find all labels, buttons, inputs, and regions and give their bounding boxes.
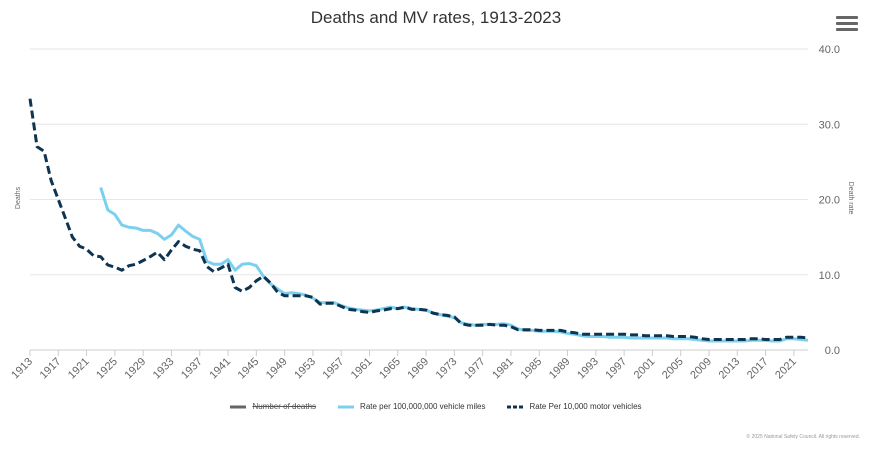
x-tick-label: 1953 [292, 356, 318, 382]
y-axis-left-label: Deaths [15, 186, 22, 209]
legend-item-number-of-deaths[interactable]: Number of deaths [230, 402, 316, 411]
y-tick-label: 30.0 [819, 119, 840, 131]
hamburger-icon-bar [836, 22, 858, 25]
legend-item-rate-per-motor-vehicles[interactable]: Rate Per 10,000 motor vehicles [507, 402, 642, 411]
chart-menu-button[interactable] [836, 16, 858, 34]
legend-label: Number of deaths [252, 402, 317, 411]
x-tick-label: 1913 [9, 356, 35, 382]
hamburger-icon-bar [836, 28, 858, 31]
x-tick-label: 2005 [660, 356, 686, 382]
chart-legend: Number of deaths Rate per 100,000,000 ve… [0, 402, 872, 411]
legend-symbol-solid-light-blue [338, 405, 355, 408]
x-tick-label: 1945 [236, 356, 262, 382]
x-tick-label: 1977 [462, 356, 488, 382]
legend-item-rate-per-vehicle-miles[interactable]: Rate per 100,000,000 vehicle miles [338, 402, 485, 411]
x-tick-label: 1969 [405, 356, 431, 382]
x-tick-label: 1933 [151, 356, 177, 382]
legend-label: Rate per 100,000,000 vehicle miles [360, 402, 486, 411]
legend-label: Rate Per 10,000 motor vehicles [529, 402, 642, 411]
x-tick-label: 1937 [179, 356, 205, 382]
legend-symbol-solid-gray [230, 405, 247, 408]
y-tick-label: 0.0 [825, 345, 840, 357]
x-tick-label: 1949 [264, 356, 290, 382]
legend-symbol-dashed-navy [507, 405, 524, 408]
chart-credits: © 2025 National Safety Council. All righ… [746, 434, 860, 440]
x-tick-label: 1957 [321, 356, 347, 382]
x-tick-label: 2001 [632, 356, 658, 382]
y-tick-label: 10.0 [819, 270, 840, 282]
x-tick-label: 1965 [377, 356, 403, 382]
x-tick-label: 1985 [519, 356, 545, 382]
x-tick-label: 2013 [717, 356, 743, 382]
x-tick-label: 1917 [38, 356, 64, 382]
y-tick-label: 20.0 [819, 195, 840, 207]
x-tick-label: 1941 [207, 356, 233, 382]
x-tick-label: 1973 [434, 356, 460, 382]
x-tick-label: 2021 [773, 356, 799, 382]
x-tick-label: 1997 [603, 356, 629, 382]
y-axis-right-label: Death rate [847, 182, 854, 215]
y-tick-label: 40.0 [819, 44, 840, 56]
x-tick-label: 1961 [349, 356, 375, 382]
x-tick-label: 1921 [66, 356, 92, 382]
hamburger-icon-bar [836, 16, 858, 19]
x-tick-label: 1929 [122, 356, 148, 382]
chart-title: Deaths and MV rates, 1913-2023 [310, 8, 562, 27]
x-tick-label: 1925 [94, 356, 120, 382]
x-tick-label: 1989 [547, 356, 573, 382]
x-tick-label: 1981 [490, 356, 516, 382]
x-tick-label: 2009 [688, 356, 714, 382]
x-tick-label: 1993 [575, 356, 601, 382]
x-tick-label: 2017 [745, 356, 771, 382]
series-line-motor-vehicles-rate[interactable] [28, 98, 809, 341]
